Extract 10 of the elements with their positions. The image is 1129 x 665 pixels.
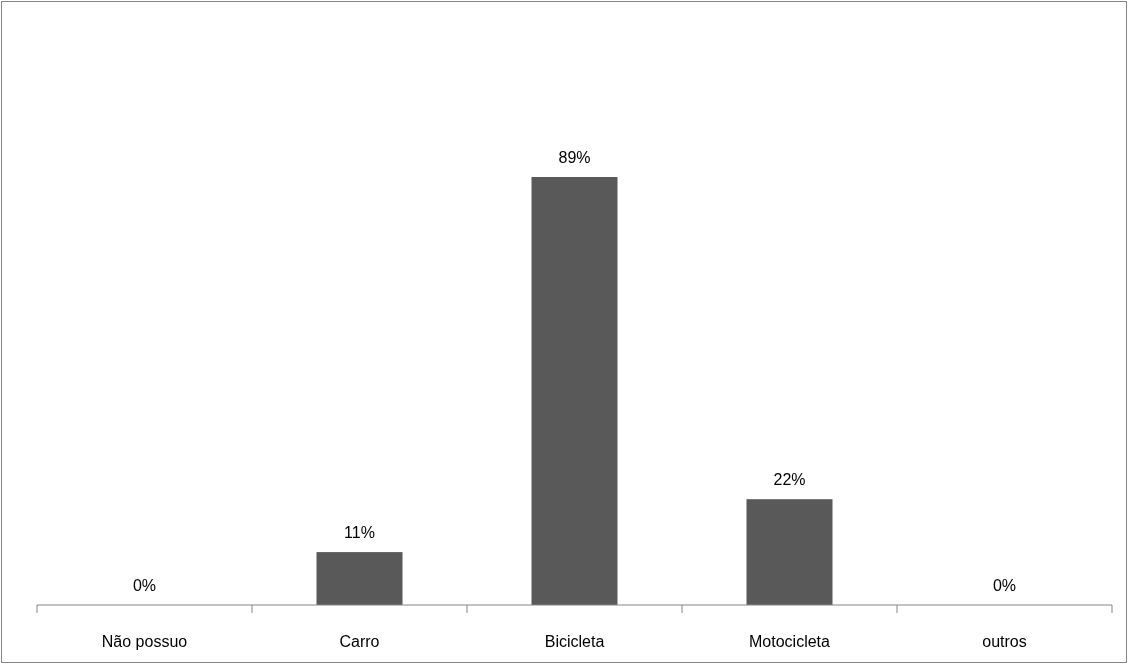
x-tick-label: Não possuo xyxy=(101,633,188,650)
x-tick-label: Carro xyxy=(339,633,380,650)
data-label: 0% xyxy=(992,577,1017,594)
data-label: 22% xyxy=(773,471,806,489)
data-label: 11% xyxy=(344,524,375,542)
data-label: 89% xyxy=(558,149,591,166)
x-tick-label: outros xyxy=(982,633,1027,650)
data-label: 0% xyxy=(132,577,157,594)
x-tick-label: Bicicleta xyxy=(544,633,605,650)
x-tick-label: Motocicleta xyxy=(749,633,831,650)
